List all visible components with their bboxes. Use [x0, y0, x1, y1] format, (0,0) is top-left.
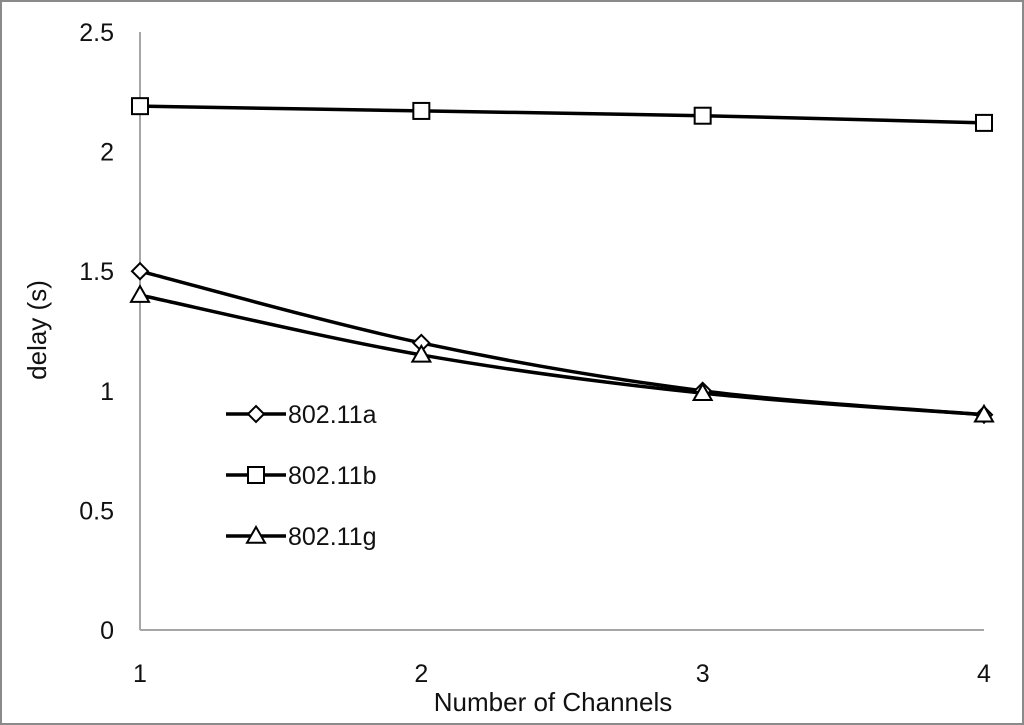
- series-802.11a: [130, 261, 994, 425]
- legend-item: 802.11g: [226, 523, 377, 551]
- data-point: [973, 403, 995, 423]
- y-tick-label: 1: [100, 378, 114, 406]
- y-axis-title: delay (s): [22, 280, 52, 380]
- x-tick-label: 1: [133, 660, 147, 688]
- series-802.11g: [129, 284, 995, 423]
- data-point: [410, 343, 433, 363]
- legend-label: 802.11a: [288, 401, 377, 429]
- data-point: [975, 113, 993, 132]
- y-tick-label: 1.5: [79, 258, 114, 286]
- legend-item: 802.11b: [226, 462, 377, 490]
- y-tick-label: 0.5: [79, 497, 114, 525]
- data-point: [130, 261, 150, 281]
- y-tick-label: 0: [100, 617, 114, 645]
- axes: 0 0.5 1 1.5 2 2.5 1 2 3 4: [79, 19, 991, 688]
- legend-marker: [247, 466, 265, 484]
- x-tick-label: 4: [977, 660, 991, 688]
- series-layer: [129, 97, 995, 425]
- legend: 802.11a 802.11b 802.11g: [226, 401, 377, 551]
- legend-marker: [246, 404, 266, 424]
- legend-item: 802.11a: [226, 401, 377, 429]
- x-tick-label: 3: [696, 660, 710, 688]
- y-tick-label: 2: [100, 139, 114, 167]
- series-line: [139, 269, 985, 417]
- series-line: [139, 104, 985, 125]
- series-802.11b: [131, 97, 993, 132]
- x-axis-title: Number of Channels: [434, 687, 672, 717]
- data-point: [691, 382, 714, 401]
- data-point: [129, 284, 151, 303]
- data-point: [131, 97, 149, 116]
- y-tick-label: 2.5: [79, 19, 114, 47]
- series-line: [139, 293, 985, 417]
- legend-marker: [245, 524, 267, 544]
- legend-label: 802.11b: [288, 462, 377, 490]
- data-point: [412, 101, 431, 120]
- data-point: [693, 106, 712, 125]
- x-tick-label: 2: [414, 660, 428, 688]
- legend-label: 802.11g: [288, 523, 377, 551]
